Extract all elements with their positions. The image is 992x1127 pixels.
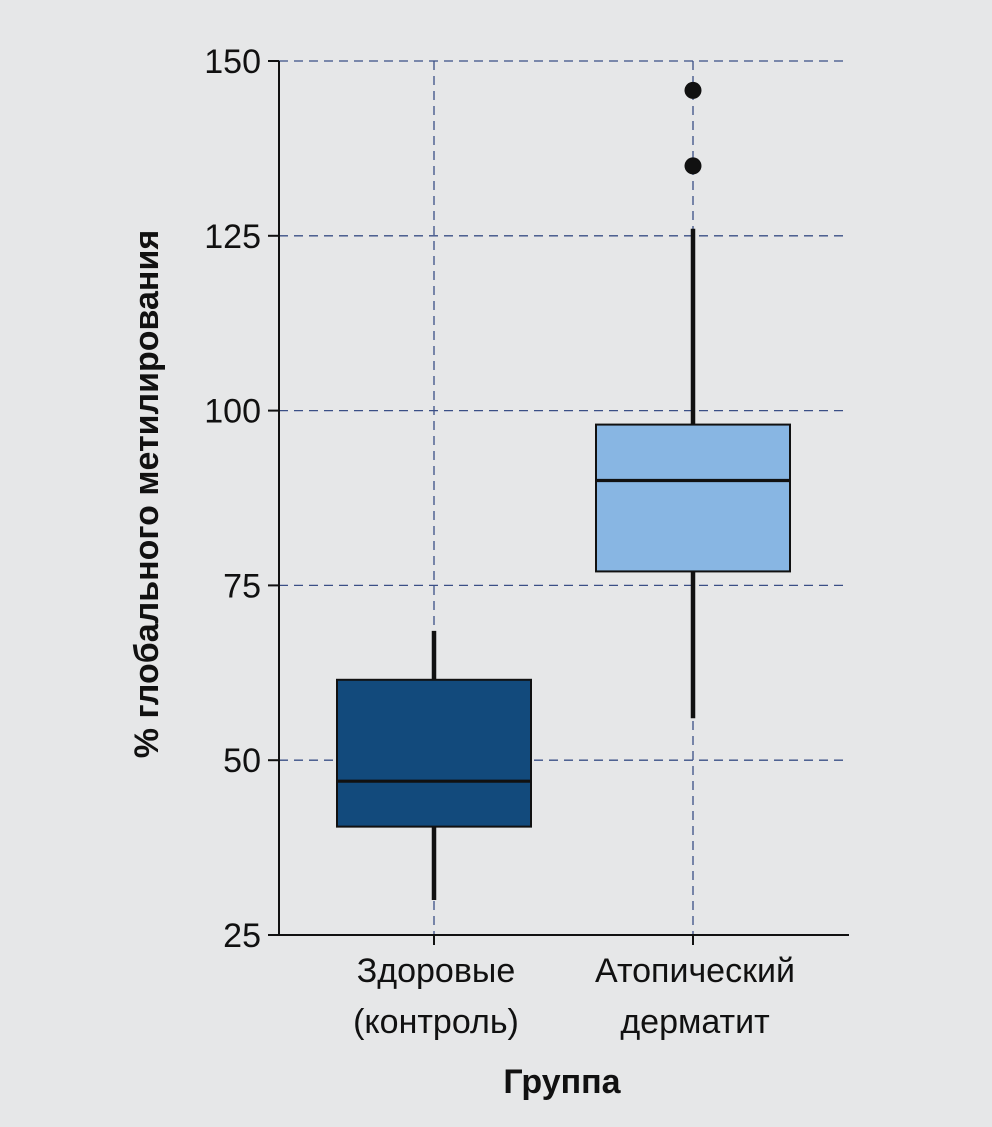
y-tick-label: 50 bbox=[223, 742, 261, 780]
axes-layer bbox=[268, 60, 849, 945]
x-category-label: (контроль) bbox=[353, 1003, 519, 1041]
box-iqr bbox=[336, 678, 532, 828]
y-tick-label: 100 bbox=[204, 393, 261, 431]
x-category-label: Здоровые bbox=[357, 952, 516, 990]
x-category-label: дерматит bbox=[620, 1003, 769, 1041]
x-category-label: Атопический bbox=[595, 952, 795, 990]
box-iqr bbox=[595, 423, 791, 573]
y-tick-label: 25 bbox=[223, 917, 261, 955]
labels-layer: 25 50 75 100 125 150 Здоровые (контроль) Атопиче… bbox=[128, 43, 795, 1101]
y-axis-title: % глобального метилирования bbox=[128, 230, 166, 758]
y-tick-label: 75 bbox=[223, 567, 261, 605]
x-axis-title: Группа bbox=[503, 1063, 621, 1101]
y-tick-label: 150 bbox=[204, 43, 261, 81]
outlier-point bbox=[684, 81, 702, 99]
outlier-point bbox=[684, 157, 702, 175]
y-tick-label: 125 bbox=[204, 218, 261, 256]
data-layer bbox=[336, 81, 791, 901]
